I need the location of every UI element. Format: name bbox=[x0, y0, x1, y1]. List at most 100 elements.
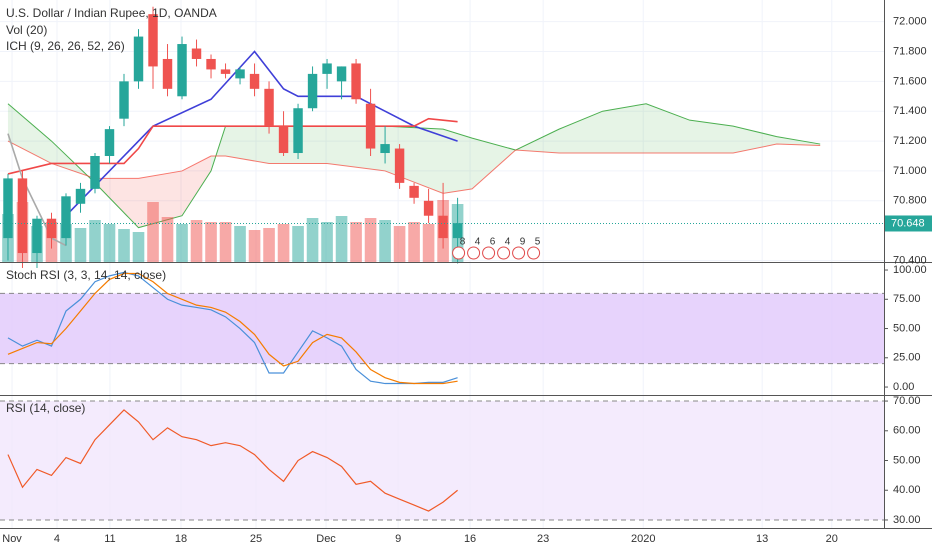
cloud-fill bbox=[559, 111, 603, 154]
event-label: 9 bbox=[520, 237, 526, 248]
candle-body bbox=[32, 218, 42, 254]
candle-body bbox=[264, 88, 274, 127]
cloud-fill bbox=[689, 120, 734, 154]
candle-body bbox=[278, 126, 289, 154]
volume-bar bbox=[89, 220, 101, 262]
volume-bar bbox=[190, 220, 203, 262]
y-tick-label: 40.00 bbox=[893, 484, 921, 496]
event-label: 8 bbox=[460, 237, 466, 248]
y-tick-label: 60.00 bbox=[893, 425, 921, 437]
indicator-line bbox=[7, 409, 458, 512]
volume-bar bbox=[393, 226, 406, 262]
y-tick-label: 71.600 bbox=[893, 75, 927, 87]
y-tick-label: 71.800 bbox=[893, 45, 927, 57]
y-tick-label: 100.00 bbox=[893, 264, 927, 276]
candle-body bbox=[409, 185, 419, 198]
y-tick-label: 71.400 bbox=[893, 105, 927, 117]
volume-label: Vol (20) bbox=[6, 23, 47, 37]
volume-bar bbox=[234, 226, 246, 262]
cloud-span-a bbox=[7, 103, 821, 229]
candle-body bbox=[380, 144, 390, 154]
volume-bar bbox=[176, 224, 188, 262]
candle-body bbox=[119, 81, 129, 119]
cloud-fill bbox=[94, 178, 139, 228]
band-fill bbox=[0, 401, 884, 520]
candle-body bbox=[235, 69, 245, 79]
rsi-label: RSI (14, close) bbox=[6, 401, 85, 415]
y-tick-label: 0.00 bbox=[893, 381, 914, 393]
candle-body bbox=[148, 14, 158, 67]
cloud-fill bbox=[182, 156, 212, 216]
x-tick-label: Nov bbox=[2, 533, 22, 545]
candle-body bbox=[307, 73, 318, 109]
candle-body bbox=[452, 223, 463, 239]
x-tick-label: 13 bbox=[756, 533, 768, 545]
y-tick-label: 70.00 bbox=[893, 395, 921, 407]
event-label: 6 bbox=[490, 237, 496, 248]
event-marker bbox=[527, 246, 541, 260]
cloud-fill bbox=[515, 129, 560, 154]
candle-body bbox=[438, 215, 448, 239]
event-marker bbox=[512, 246, 526, 260]
cloud-fill bbox=[602, 103, 647, 154]
indicator-line bbox=[7, 271, 458, 385]
event-label: 5 bbox=[535, 237, 541, 248]
event-marker bbox=[452, 246, 466, 260]
cloud-fill bbox=[646, 103, 690, 154]
candle-body bbox=[293, 108, 303, 154]
volume-bar bbox=[118, 229, 130, 262]
candle-body bbox=[394, 148, 405, 183]
x-tick-label: 23 bbox=[537, 533, 549, 545]
indicator-line bbox=[7, 117, 458, 175]
candle-body bbox=[322, 63, 332, 74]
volume-bar bbox=[408, 222, 420, 262]
volume-bar bbox=[132, 232, 145, 262]
candle-body bbox=[3, 178, 13, 239]
volume-bar bbox=[161, 217, 174, 262]
event-label: 4 bbox=[475, 237, 481, 248]
cloud-span-b bbox=[7, 140, 821, 194]
y-tick-label: 72.000 bbox=[893, 16, 927, 28]
cloud-fill bbox=[225, 126, 270, 164]
x-tick-label: 4 bbox=[54, 533, 60, 545]
candle-body bbox=[191, 48, 202, 59]
stoch-rsi-label: Stoch RSI (3, 3, 14, 14, close) bbox=[6, 268, 166, 282]
cloud-fill bbox=[7, 103, 52, 164]
candle-body bbox=[75, 188, 86, 204]
y-tick-label: 30.00 bbox=[893, 514, 921, 526]
x-tick-label: 20 bbox=[826, 533, 838, 545]
y-tick-label: 50.00 bbox=[893, 322, 921, 334]
cloud-fill bbox=[472, 138, 516, 189]
cloud-fill bbox=[443, 129, 473, 194]
event-label: 4 bbox=[505, 237, 511, 248]
symbol-title: U.S. Dollar / Indian Rupee, 1D, OANDA bbox=[6, 6, 217, 20]
x-tick-label: 18 bbox=[175, 533, 187, 545]
volume-bar bbox=[292, 226, 304, 262]
volume-bar bbox=[422, 224, 435, 262]
y-tick-label: 71.200 bbox=[893, 135, 927, 147]
volume-bar bbox=[306, 218, 319, 262]
candle-body bbox=[90, 156, 100, 189]
x-tick-label: 25 bbox=[250, 533, 262, 545]
candle-body bbox=[162, 58, 173, 89]
volume-bar bbox=[364, 218, 377, 262]
candle-body bbox=[206, 58, 216, 70]
event-marker bbox=[467, 246, 481, 260]
y-tick-label: 70.800 bbox=[893, 195, 927, 207]
volume-bar bbox=[379, 220, 391, 262]
volume-bar bbox=[277, 224, 290, 262]
event-marker bbox=[482, 246, 496, 260]
ichimoku-label: ICH (9, 26, 26, 52, 26) bbox=[6, 39, 125, 53]
candle-body bbox=[351, 63, 361, 100]
candle-body bbox=[61, 196, 71, 239]
candle-body bbox=[17, 178, 28, 254]
band-fill bbox=[0, 293, 884, 364]
x-tick-label: 16 bbox=[464, 533, 476, 545]
volume-bar bbox=[321, 222, 333, 262]
candle-body bbox=[46, 218, 57, 239]
indicator-line bbox=[7, 272, 458, 385]
volume-bar bbox=[335, 216, 348, 262]
candle-body bbox=[133, 36, 144, 82]
